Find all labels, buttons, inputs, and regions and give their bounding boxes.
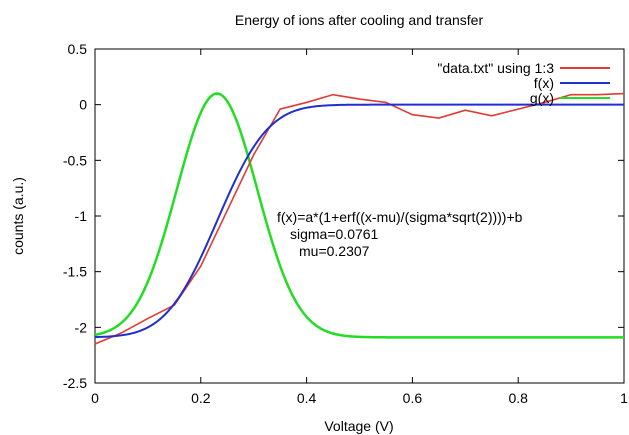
y-tick-label: -1 (75, 208, 88, 224)
y-axis-label: counts (a.u.) (10, 177, 26, 255)
x-tick-label: 0.8 (508, 390, 528, 406)
x-tick-label: 0.2 (191, 390, 211, 406)
x-tick-label: 0.4 (297, 390, 317, 406)
x-tick-label: 1 (620, 390, 628, 406)
series-line-f (94, 103, 624, 339)
x-axis-label: Voltage (V) (324, 418, 393, 434)
y-tick-label: -2 (75, 319, 88, 335)
y-tick-label: 0.5 (68, 41, 88, 57)
chart-title: Energy of ions after cooling and transfe… (235, 12, 484, 28)
series-layer (94, 92, 625, 345)
legend: "data.txt" using 1:3 f(x) g(x) (437, 60, 610, 106)
legend-label-f: f(x) (534, 75, 554, 91)
axis-ticks: 0 0.2 0.4 0.6 0.8 1 0.5 0 -0.5 -1 -1.5 -2 -2.5 (63, 41, 628, 406)
x-tick-label: 0 (91, 390, 99, 406)
legend-label-g: g(x) (530, 90, 554, 106)
fit-annotation: f(x)=a*(1+erf((x-mu)/(sigma*sqrt(2))))+b… (277, 209, 523, 259)
y-tick-label: -2.5 (63, 375, 87, 391)
fit-mu: mu=0.2307 (299, 243, 370, 259)
series-line-g (94, 92, 624, 339)
fit-sigma: sigma=0.0761 (290, 226, 379, 242)
fit-formula: f(x)=a*(1+erf((x-mu)/(sigma*sqrt(2))))+b (277, 209, 523, 225)
y-tick-label: 0 (79, 97, 87, 113)
legend-label-data: "data.txt" using 1:3 (437, 60, 554, 76)
y-tick-label: -1.5 (63, 264, 87, 280)
x-tick-label: 0.6 (403, 390, 423, 406)
y-tick-label: -0.5 (63, 152, 87, 168)
